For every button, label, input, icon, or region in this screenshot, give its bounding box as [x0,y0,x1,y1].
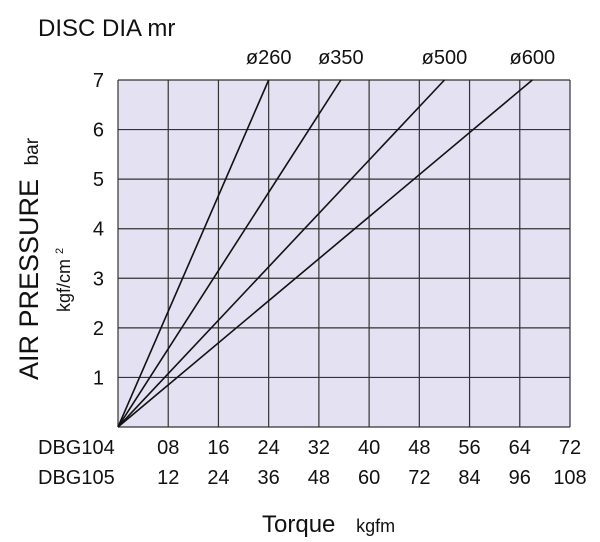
y-tick-label: 1 [93,367,104,389]
x-axis-row-name: DBG104 [38,437,115,459]
svg-text:AIR PRESSURE bar: AIR PRESSURE bar [14,137,44,380]
y-axis-title: AIR PRESSURE bar [14,137,44,380]
series-line [117,79,446,428]
y-tick-labels: 1 2 3 4 5 6 7 [93,70,104,389]
x-tick-label: 16 [207,437,229,459]
x-axis-label: Torque [262,511,335,538]
series-labels: ø260 ø350 ø500 ø600 [246,47,555,69]
x-tick-label: 40 [358,437,380,459]
series-line [117,79,270,428]
y-tick-label: 2 [93,318,104,340]
grid-lines [117,79,571,428]
x-tick-label: 108 [553,467,586,489]
y-axis-secondary-unit: kgf/cm 2 [54,248,74,312]
series-label: ø600 [510,47,556,69]
series-label: ø260 [246,47,292,69]
x-axis-unit: kgfm [356,516,395,536]
y-axis-unit: bar [22,137,43,165]
x-tick-label: 72 [559,437,581,459]
x-tick-label: 12 [157,467,179,489]
x-axis-rows: DBG104 08 16 24 32 40 48 56 64 72 DBG105 12 24 36 48 60… [38,437,587,489]
x-tick-label: 48 [408,437,430,459]
y-tick-label: 4 [93,219,104,241]
chart-title: DISC DIA mr [38,15,175,42]
x-tick-label: 32 [308,437,330,459]
y-axis-unit2: kgf/cm [54,259,74,312]
y-tick-label: 3 [93,268,104,290]
y-tick-label: 7 [93,70,104,92]
x-axis-row-name: DBG105 [38,467,115,489]
series-line [117,79,533,428]
x-tick-label: 36 [258,467,280,489]
series-line [117,79,342,428]
plot-area [118,80,570,427]
y-tick-label: 5 [93,169,104,191]
x-tick-label: 72 [408,467,430,489]
x-tick-label: 24 [258,437,280,459]
series-label: ø350 [318,47,364,69]
y-tick-label: 6 [93,120,104,142]
x-tick-label: 48 [308,467,330,489]
series-label: ø500 [422,47,468,69]
x-tick-label: 96 [509,467,531,489]
x-tick-label: 08 [157,437,179,459]
x-tick-label: 84 [458,467,480,489]
y-axis-label: AIR PRESSURE [14,179,44,380]
x-tick-label: 56 [458,437,480,459]
x-tick-label: 24 [207,467,229,489]
x-tick-label: 60 [358,467,380,489]
y-axis-unit2-superscript: 2 [54,248,66,254]
svg-text:kgf/cm 2: kgf/cm 2 [54,248,74,312]
svg-text:Torque kgfm: Torque kgfm [262,511,395,538]
x-tick-label: 64 [509,437,531,459]
series-lines [117,79,533,428]
